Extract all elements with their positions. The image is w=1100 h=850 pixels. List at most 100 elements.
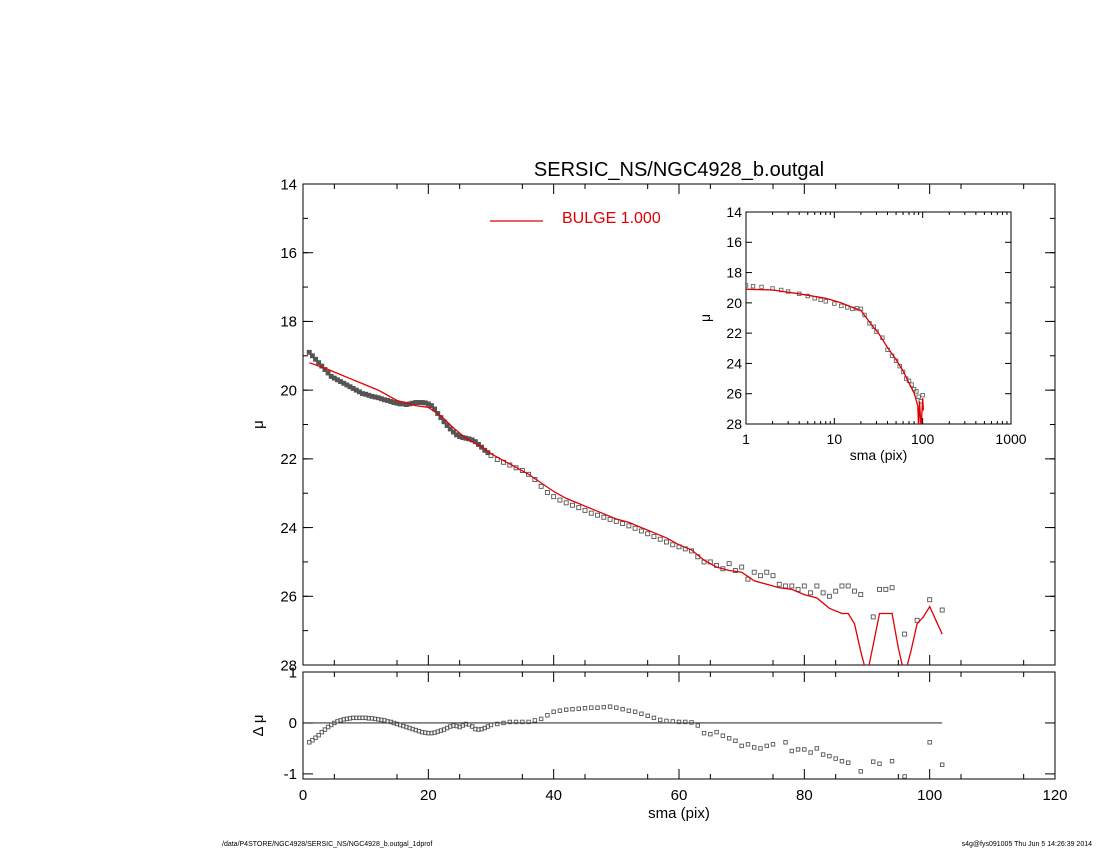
inset-data-point bbox=[750, 284, 756, 289]
resid-data-point bbox=[526, 719, 531, 725]
resid-data-point bbox=[632, 709, 638, 714]
resid-data-point bbox=[676, 719, 682, 725]
resid-data-point bbox=[607, 704, 613, 709]
main-data-point bbox=[651, 534, 657, 539]
main-data-point bbox=[751, 569, 757, 575]
main-yaxis-title: μ bbox=[250, 420, 267, 429]
main-data-point bbox=[858, 592, 864, 598]
resid-ytick-label: -1 bbox=[284, 766, 297, 783]
resid-data-point bbox=[764, 743, 769, 749]
resid-data-point bbox=[902, 774, 907, 779]
resid-ytick-label: 1 bbox=[289, 664, 297, 681]
main-data-point bbox=[607, 516, 613, 522]
resid-xtick-label: 20 bbox=[420, 787, 437, 804]
resid-data-point bbox=[846, 760, 851, 765]
resid-ytick-label: 0 bbox=[289, 715, 297, 732]
inset-ytick-label: 14 bbox=[726, 204, 742, 220]
resid-data-point bbox=[726, 736, 732, 741]
main-data-point bbox=[877, 586, 882, 592]
resid-data-point bbox=[595, 705, 600, 710]
resid-data-point bbox=[507, 719, 512, 725]
inset-data-point bbox=[759, 284, 764, 290]
inset-xtick-label: 10 bbox=[827, 431, 843, 447]
main-data-point bbox=[664, 539, 669, 545]
main-data-point bbox=[889, 585, 895, 591]
main-data-point bbox=[632, 525, 638, 531]
resid-xaxis-title: sma (pix) bbox=[648, 805, 710, 822]
inset-data-point bbox=[920, 393, 925, 398]
main-data-point bbox=[826, 593, 832, 599]
inset-log-panel: 1 10 100 1000 14 16 18 20 22 24 26 28 sma (pix) μ bbox=[697, 204, 1027, 463]
main-data-point bbox=[601, 514, 607, 520]
main-data-point bbox=[839, 583, 845, 589]
main-data-point bbox=[645, 531, 651, 537]
inset-ytick-label: 26 bbox=[726, 386, 742, 402]
main-data-layer bbox=[306, 349, 945, 665]
main-data-point bbox=[570, 502, 575, 508]
main-data-point bbox=[429, 403, 434, 409]
resid-data-point bbox=[820, 752, 826, 757]
main-data-point bbox=[902, 631, 908, 637]
main-data-point bbox=[325, 370, 331, 376]
main-data-point bbox=[801, 583, 807, 589]
main-data-point bbox=[726, 561, 732, 567]
resid-data-point bbox=[720, 733, 726, 738]
resid-data-point bbox=[695, 723, 700, 728]
resid-data-point bbox=[520, 719, 525, 725]
resid-data-point bbox=[689, 720, 694, 725]
main-ytick-label: 14 bbox=[280, 176, 297, 193]
resid-data-point bbox=[658, 717, 663, 723]
resid-xtick-label: 40 bbox=[545, 787, 562, 804]
resid-data-point bbox=[319, 729, 324, 735]
resid-data-point bbox=[877, 761, 882, 766]
main-data-point bbox=[316, 360, 322, 366]
resid-data-point bbox=[495, 721, 500, 727]
resid-data-point bbox=[582, 705, 588, 711]
main-data-point bbox=[309, 353, 315, 359]
inset-data-point bbox=[818, 297, 823, 303]
main-data-point bbox=[588, 510, 594, 516]
resid-data-point bbox=[714, 729, 719, 735]
resid-data-point bbox=[620, 706, 625, 712]
main-data-point bbox=[814, 583, 820, 589]
resid-data-point bbox=[564, 707, 569, 712]
main-data-point bbox=[783, 583, 788, 589]
main-data-point bbox=[845, 583, 851, 589]
resid-data-point bbox=[316, 732, 321, 738]
resid-data-point bbox=[758, 746, 763, 751]
main-data-point bbox=[789, 583, 795, 589]
inset-data-point bbox=[746, 283, 749, 288]
resid-data-point bbox=[940, 762, 945, 767]
resid-data-point bbox=[639, 711, 644, 716]
resid-data-point bbox=[551, 709, 556, 714]
resid-xtick-label: 100 bbox=[917, 787, 942, 804]
main-ytick-label: 22 bbox=[280, 451, 297, 468]
resid-data-point bbox=[739, 743, 744, 749]
main-data-point bbox=[914, 617, 920, 623]
resid-data-point bbox=[670, 719, 675, 724]
main-data-point bbox=[638, 528, 644, 534]
inset-xtick-label: 100 bbox=[911, 431, 935, 447]
resid-xtick-label: 60 bbox=[671, 787, 688, 804]
main-data-point bbox=[626, 523, 632, 529]
inset-ytick-label: 24 bbox=[726, 355, 742, 371]
main-data-point bbox=[739, 564, 745, 570]
inset-xtick-label: 1000 bbox=[995, 431, 1026, 447]
resid-data-point bbox=[733, 738, 738, 743]
main-data-point bbox=[670, 542, 676, 548]
inset-model-line bbox=[746, 288, 925, 424]
main-ytick-label: 16 bbox=[280, 245, 297, 262]
main-data-point bbox=[833, 588, 839, 594]
main-data-point bbox=[883, 586, 889, 592]
resid-data-point bbox=[827, 753, 832, 759]
resid-data-point bbox=[557, 708, 563, 713]
main-data-point bbox=[770, 573, 776, 579]
main-data-point bbox=[557, 497, 563, 503]
main-data-point bbox=[582, 507, 588, 513]
resid-data-point bbox=[789, 748, 794, 754]
main-data-point bbox=[939, 607, 945, 613]
main-data-point bbox=[563, 500, 569, 506]
main-data-point bbox=[313, 356, 318, 362]
main-data-point bbox=[576, 505, 582, 511]
